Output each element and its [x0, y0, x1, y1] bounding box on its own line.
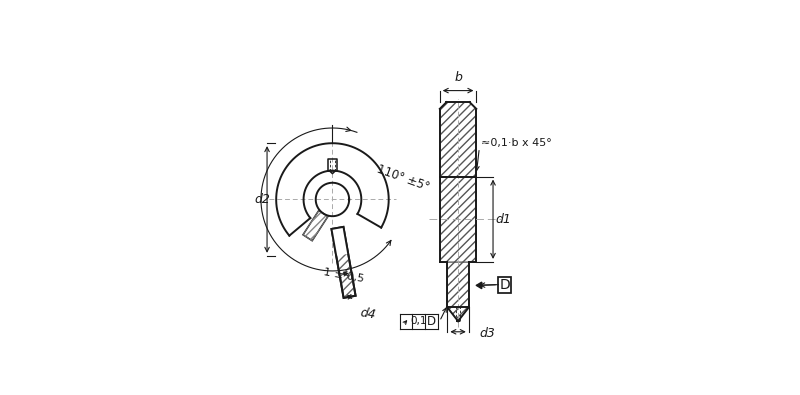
- Text: b: b: [454, 71, 462, 84]
- Polygon shape: [476, 282, 482, 289]
- Text: 1 ± 0,5: 1 ± 0,5: [323, 267, 365, 284]
- Polygon shape: [331, 227, 355, 298]
- Text: ≈0,1·b x 45°: ≈0,1·b x 45°: [481, 138, 552, 148]
- Text: 110° ±5°: 110° ±5°: [375, 163, 431, 194]
- Polygon shape: [331, 227, 348, 256]
- Text: d3: d3: [479, 327, 495, 340]
- FancyBboxPatch shape: [498, 277, 511, 293]
- Text: d2: d2: [254, 193, 270, 206]
- Text: d1: d1: [495, 213, 511, 226]
- Text: D: D: [499, 278, 510, 292]
- Polygon shape: [303, 211, 328, 241]
- Text: D: D: [427, 315, 436, 328]
- Text: d4: d4: [358, 306, 377, 322]
- Text: 0,1: 0,1: [410, 316, 427, 326]
